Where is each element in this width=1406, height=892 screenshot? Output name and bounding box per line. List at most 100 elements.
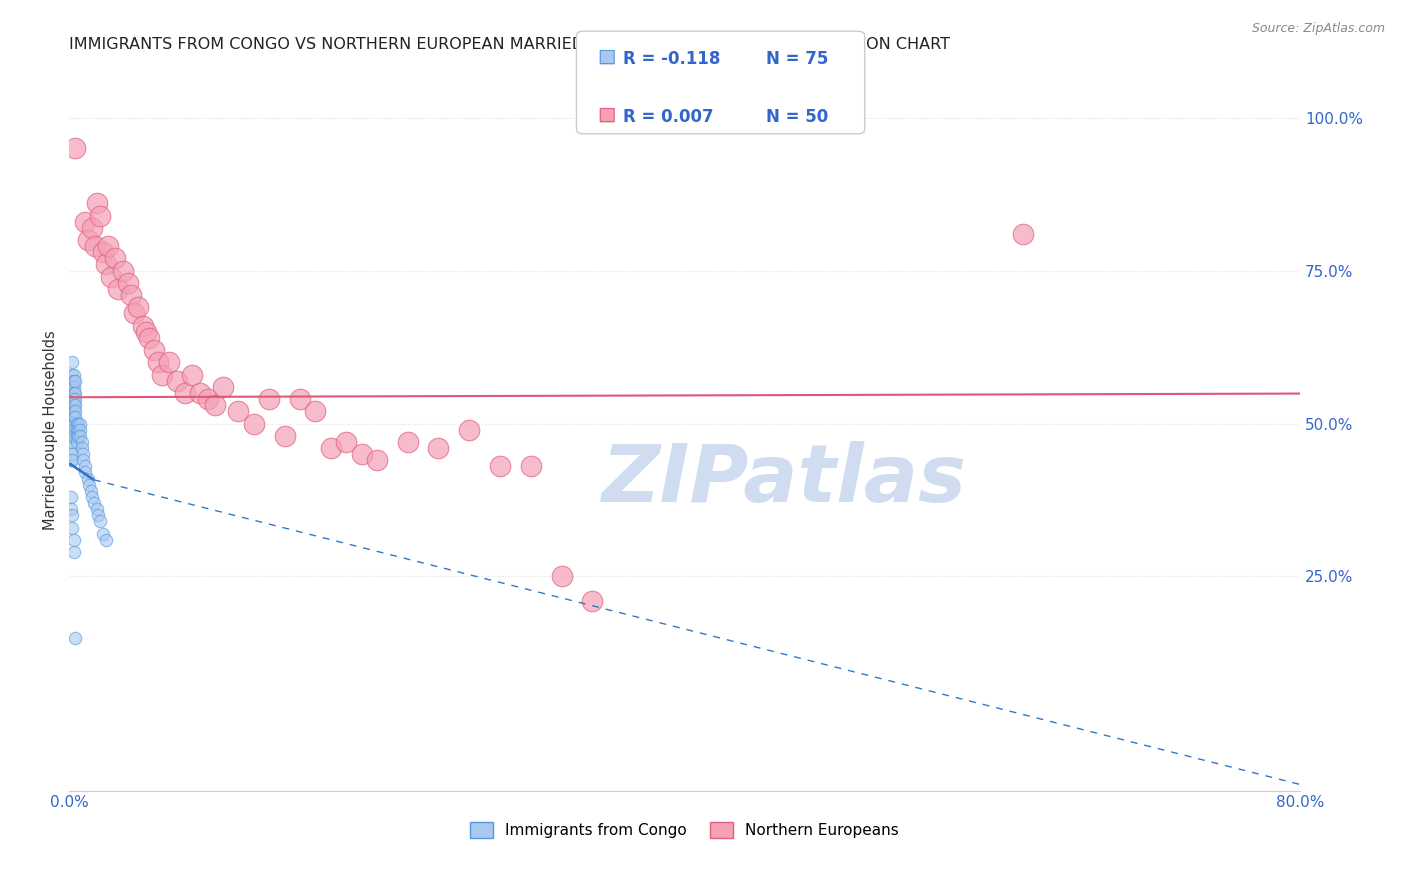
Point bbox=[76, 233, 98, 247]
Point bbox=[288, 392, 311, 406]
Point bbox=[96, 533, 118, 547]
Point bbox=[70, 434, 93, 449]
Point bbox=[59, 429, 82, 443]
Text: IMMIGRANTS FROM CONGO VS NORTHERN EUROPEAN MARRIED-COUPLE HOUSEHOLDS CORRELATION: IMMIGRANTS FROM CONGO VS NORTHERN EUROPE… bbox=[69, 37, 950, 53]
Point bbox=[173, 386, 195, 401]
Text: Source: ZipAtlas.com: Source: ZipAtlas.com bbox=[1251, 22, 1385, 36]
Point bbox=[65, 410, 87, 425]
Point bbox=[366, 453, 388, 467]
Point bbox=[63, 423, 86, 437]
Point bbox=[66, 423, 89, 437]
Point bbox=[66, 434, 89, 449]
Point bbox=[69, 429, 91, 443]
Point bbox=[166, 374, 188, 388]
Point bbox=[60, 410, 83, 425]
Point bbox=[82, 490, 104, 504]
Point bbox=[73, 459, 96, 474]
Y-axis label: Married-couple Households: Married-couple Households bbox=[44, 330, 58, 530]
Point bbox=[82, 220, 104, 235]
Point bbox=[100, 269, 122, 284]
Point bbox=[335, 434, 357, 449]
Point bbox=[80, 483, 103, 498]
Point bbox=[70, 441, 93, 455]
Point bbox=[67, 417, 90, 431]
Text: ■: ■ bbox=[598, 104, 616, 124]
Point bbox=[212, 380, 235, 394]
Point bbox=[60, 447, 83, 461]
Point bbox=[97, 239, 120, 253]
Point bbox=[63, 386, 86, 401]
Point bbox=[63, 410, 86, 425]
Point bbox=[65, 392, 87, 406]
Point bbox=[60, 520, 83, 534]
Point bbox=[60, 404, 83, 418]
Point bbox=[228, 404, 250, 418]
Point bbox=[427, 441, 450, 455]
Point bbox=[65, 386, 87, 401]
Point bbox=[59, 423, 82, 437]
Point bbox=[67, 423, 90, 437]
Point bbox=[89, 515, 111, 529]
Point bbox=[60, 368, 83, 382]
Point bbox=[59, 392, 82, 406]
Text: ZIPatlas: ZIPatlas bbox=[600, 442, 966, 519]
Point bbox=[243, 417, 266, 431]
Point bbox=[1012, 227, 1035, 241]
Point bbox=[60, 392, 83, 406]
Point bbox=[157, 355, 180, 369]
Point bbox=[87, 508, 110, 523]
Point bbox=[581, 594, 603, 608]
Point bbox=[122, 306, 145, 320]
Point bbox=[60, 429, 83, 443]
Point bbox=[65, 141, 87, 155]
Point bbox=[188, 386, 211, 401]
Point bbox=[73, 215, 96, 229]
Point bbox=[89, 209, 111, 223]
Point bbox=[76, 472, 98, 486]
Point bbox=[69, 417, 91, 431]
Point bbox=[60, 380, 83, 394]
Text: □: □ bbox=[598, 104, 616, 124]
Point bbox=[77, 477, 100, 491]
Point bbox=[148, 355, 170, 369]
Point bbox=[65, 631, 87, 645]
Point bbox=[458, 423, 481, 437]
Text: N = 75: N = 75 bbox=[766, 50, 828, 68]
Point bbox=[69, 423, 91, 437]
Point bbox=[59, 502, 82, 516]
Point bbox=[72, 453, 94, 467]
Point bbox=[120, 288, 142, 302]
Point bbox=[63, 545, 86, 559]
Point bbox=[107, 282, 129, 296]
Point bbox=[550, 569, 572, 583]
Point bbox=[91, 526, 114, 541]
Point bbox=[86, 196, 108, 211]
Point bbox=[60, 398, 83, 412]
Point bbox=[60, 453, 83, 467]
Point bbox=[60, 423, 83, 437]
Point bbox=[132, 318, 155, 333]
Point bbox=[138, 331, 160, 345]
Point bbox=[65, 404, 87, 418]
Point bbox=[59, 490, 82, 504]
Point bbox=[96, 258, 118, 272]
Point bbox=[63, 533, 86, 547]
Point bbox=[135, 325, 157, 339]
Point bbox=[150, 368, 173, 382]
Point bbox=[59, 441, 82, 455]
Point bbox=[197, 392, 219, 406]
Point bbox=[67, 429, 90, 443]
Point bbox=[112, 263, 135, 277]
Point bbox=[63, 429, 86, 443]
Text: R = -0.118: R = -0.118 bbox=[623, 50, 720, 68]
Point bbox=[60, 374, 83, 388]
Point bbox=[59, 453, 82, 467]
Point bbox=[489, 459, 512, 474]
Point bbox=[257, 392, 280, 406]
Point bbox=[273, 429, 295, 443]
Point bbox=[181, 368, 204, 382]
Point bbox=[59, 398, 82, 412]
Point bbox=[63, 417, 86, 431]
Point bbox=[83, 496, 105, 510]
Point bbox=[66, 417, 89, 431]
